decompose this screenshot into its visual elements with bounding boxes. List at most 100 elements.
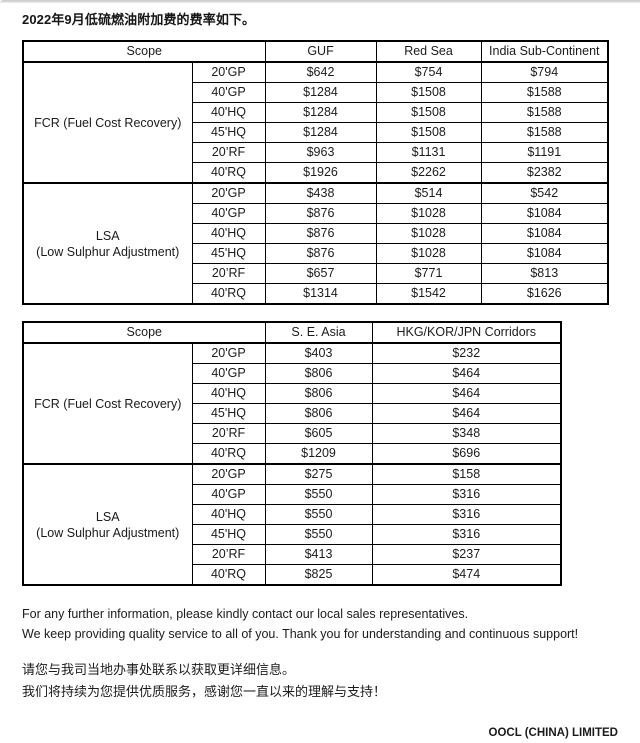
column-header-guf: GUF	[264, 40, 377, 63]
rate-cell: $657	[264, 263, 377, 284]
rate-cell: $232	[371, 342, 562, 364]
signature-block: OOCL (CHINA) LIMITED 东方海外货柜航运（中国）有限公司	[22, 725, 618, 743]
container-type-cell: 45'HQ	[191, 122, 266, 143]
category-cell-fcr: FCR (Fuel Cost Recovery)	[22, 342, 193, 465]
rate-cell: $1284	[264, 122, 377, 143]
container-type-cell: 40'GP	[191, 82, 266, 103]
footer-zh-line1: 请您与我司当地办事处联系以获取更详细信息。	[22, 662, 296, 677]
rate-cell: $1131	[375, 142, 482, 163]
category-cell-lsa: LSA (Low Sulphur Adjustment)	[22, 463, 193, 586]
rate-cell: $754	[375, 61, 482, 83]
rate-cell: $1028	[375, 243, 482, 264]
table-header-row: Scope GUF Red Sea India Sub-Continent	[22, 40, 609, 63]
footer-note-en: For any further information, please kind…	[22, 604, 618, 644]
container-type-cell: 40'HQ	[191, 223, 266, 244]
table-row: 45'HQ $806 $464	[23, 403, 562, 424]
footer-en-line1: For any further information, please kind…	[22, 607, 469, 621]
rate-cell: $696	[371, 443, 562, 465]
rate-cell: $794	[480, 61, 609, 83]
rate-cell: $348	[371, 423, 562, 444]
container-type-cell: 40'GP	[191, 363, 266, 384]
rate-cell: $550	[264, 484, 373, 505]
footer-en-line2: We keep providing quality service to all…	[22, 627, 579, 641]
table-row: LSA (Low Sulphur Adjustment) 20'GP $438 …	[22, 182, 609, 305]
rate-cell: $2382	[480, 162, 609, 184]
rate-cell: $876	[264, 223, 377, 244]
rate-cell: $464	[371, 363, 562, 384]
table-row: 20’RF $413 $237	[23, 544, 562, 565]
rate-cell: $806	[264, 363, 373, 384]
table-row: 40'GP $876 $1028 $1084	[23, 203, 609, 224]
column-header-india: India Sub-Continent	[480, 40, 609, 63]
container-type-cell: 45'HQ	[191, 524, 266, 545]
rate-cell: $1508	[375, 122, 482, 143]
container-type-cell: 40'HQ	[191, 102, 266, 123]
rate-cell: $438	[264, 182, 377, 204]
rate-cell: $1191	[480, 142, 609, 163]
rate-cell: $237	[371, 544, 562, 565]
rate-cell: $550	[264, 504, 373, 525]
rate-cell: $550	[264, 524, 373, 545]
column-header-hkg-kor-jpn: HKG/KOR/JPN Corridors	[371, 321, 562, 344]
container-type-cell: 40'GP	[191, 203, 266, 224]
container-type-cell: 40'RQ	[191, 283, 266, 305]
rate-cell: $158	[371, 463, 562, 485]
rate-cell: $316	[371, 524, 562, 545]
rate-cell: $1926	[264, 162, 377, 184]
table-row: 45'HQ $1284 $1508 $1588	[23, 122, 609, 143]
rate-cell: $316	[371, 504, 562, 525]
table-row: 20’RF $657 $771 $813	[23, 263, 609, 284]
rate-cell: $806	[264, 383, 373, 404]
rate-cell: $1209	[264, 443, 373, 465]
table-row: 40'HQ $876 $1028 $1084	[23, 223, 609, 244]
rate-cell: $1508	[375, 82, 482, 103]
container-type-cell: 20'GP	[191, 463, 266, 485]
container-type-cell: 45'HQ	[191, 243, 266, 264]
rate-cell: $642	[264, 61, 377, 83]
page-top-edge	[0, 0, 640, 3]
rate-table-2: Scope S. E. Asia HKG/KOR/JPN Corridors F…	[22, 321, 563, 586]
rate-cell: $1588	[480, 102, 609, 123]
rate-cell: $813	[480, 263, 609, 284]
container-type-cell: 40'GP	[191, 484, 266, 505]
container-type-cell: 20'GP	[191, 342, 266, 364]
rate-cell: $1626	[480, 283, 609, 305]
footer-note-zh: 请您与我司当地办事处联系以获取更详细信息。 我们将持续为您提供优质服务，感谢您一…	[22, 659, 618, 703]
table-row: 45'HQ $550 $316	[23, 524, 562, 545]
rate-cell: $413	[264, 544, 373, 565]
table-row: 40'GP $550 $316	[23, 484, 562, 505]
container-type-cell: 40'RQ	[191, 564, 266, 586]
container-type-cell: 40'RQ	[191, 443, 266, 465]
container-type-cell: 20'GP	[191, 61, 266, 83]
category-cell-lsa: LSA (Low Sulphur Adjustment)	[22, 182, 193, 305]
rate-cell: $474	[371, 564, 562, 586]
container-type-cell: 45'HQ	[191, 403, 266, 424]
rate-cell: $1542	[375, 283, 482, 305]
column-header-se-asia: S. E. Asia	[264, 321, 373, 344]
container-type-cell: 40'RQ	[191, 162, 266, 184]
container-type-cell: 20’RF	[191, 263, 266, 284]
rate-cell: $1284	[264, 82, 377, 103]
document-page: 2022年9月低硫燃油附加费的费率如下。 Scope GUF Red Sea I…	[0, 9, 640, 743]
table-row: 40'RQ $825 $474	[23, 564, 562, 586]
rate-cell: $1314	[264, 283, 377, 305]
rate-cell: $1028	[375, 223, 482, 244]
rate-cell: $464	[371, 403, 562, 424]
table-row: FCR (Fuel Cost Recovery) 20'GP $403 $232	[22, 342, 562, 465]
rate-cell: $316	[371, 484, 562, 505]
rate-cell: $403	[264, 342, 373, 364]
footer-zh-line2: 我们将持续为您提供优质服务，感谢您一直以来的理解与支持！	[22, 684, 387, 699]
container-type-cell: 40'HQ	[191, 504, 266, 525]
table-row: LSA (Low Sulphur Adjustment) 20'GP $275 …	[22, 463, 562, 586]
rate-cell: $1084	[480, 223, 609, 244]
signature-company-en: OOCL (CHINA) LIMITED	[488, 727, 618, 739]
scope-header: Scope	[22, 321, 266, 344]
rate-cell: $542	[480, 182, 609, 204]
column-header-red-sea: Red Sea	[375, 40, 482, 63]
table-row: 20’RF $963 $1131 $1191	[23, 142, 609, 163]
rate-cell: $275	[264, 463, 373, 485]
rate-cell: $464	[371, 383, 562, 404]
table-row: FCR (Fuel Cost Recovery) 20'GP $642 $754…	[22, 61, 609, 184]
rate-cell: $1028	[375, 203, 482, 224]
rate-cell: $1084	[480, 203, 609, 224]
